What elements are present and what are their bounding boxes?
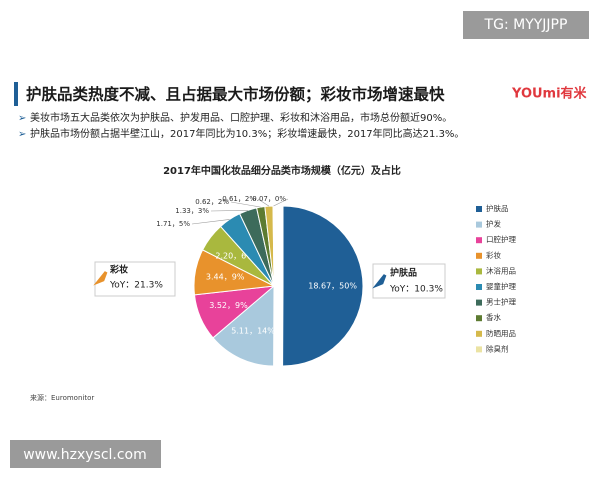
leader-line [230, 201, 261, 208]
legend-label: 彩妆 [486, 250, 501, 260]
value-label: 3.44，9% [206, 273, 245, 282]
callout-box [94, 261, 176, 297]
logo: YOUmi有米 [511, 86, 588, 102]
bullet: 美妆市场五大品类依次为护肤品、护发用品、口腔护理、彩妆和沐浴用品，市场总份额近9… [30, 111, 452, 124]
legend-label: 男士护理 [486, 297, 516, 307]
legend-label: 防晒用品 [486, 328, 516, 338]
value-label: 2.20，6% [215, 251, 254, 260]
leader-line [191, 219, 230, 225]
bullet: 护肤品市场份额占据半壁江山，2017年同比为10.3%；彩妆增速最快，2017年… [30, 127, 464, 140]
pie-slice [212, 284, 275, 367]
legend-swatch [476, 268, 482, 275]
chart-title: 2017年中国化妆品细分品类市场规模（亿元）及占比 [163, 164, 401, 177]
annotation-label: 彩妆 [109, 264, 128, 276]
leader-line [257, 198, 270, 207]
leader-line [273, 198, 289, 207]
legend-label: 护发 [486, 219, 501, 229]
legend-swatch [476, 206, 482, 212]
legend-swatch [476, 252, 482, 259]
legend-swatch [476, 284, 482, 290]
legend-label: 婴童护理 [486, 281, 516, 291]
watermark-box [463, 11, 589, 39]
legend-swatch [476, 237, 482, 244]
value-label: 1.71，5% [156, 220, 190, 228]
leader-line [210, 210, 248, 212]
callout-arrow [372, 274, 387, 289]
bullet-marker: ➢ [18, 129, 26, 140]
value-label: 18.67，50% [308, 282, 357, 291]
value-label: 3.52，9% [209, 301, 248, 310]
annotation-text: YoY：10.3% [389, 285, 443, 295]
value-label: 0.61，2% [222, 195, 256, 203]
value-label: 1.33，3% [175, 207, 209, 215]
callout-box [372, 263, 446, 299]
annotation-label: 护肤品 [390, 267, 417, 279]
legend-swatch [476, 315, 482, 322]
watermark-box [10, 440, 161, 468]
annotation-text: YoY：21.3% [109, 281, 163, 291]
legend-label: 沐浴用品 [486, 265, 516, 275]
legend-swatch [476, 330, 482, 337]
slide-title: 护肤品类热度不减、且占据最大市场份额；彩妆市场增速最快 [26, 85, 445, 104]
pie-slice [282, 205, 364, 367]
watermark: TG: MYYJJPP [484, 17, 568, 33]
bullet-marker: ➢ [18, 113, 26, 124]
value-label: 0.07，0% [252, 195, 286, 203]
legend-label: 口腔护理 [486, 234, 516, 244]
watermark: www.hzxyscl.com [23, 447, 147, 463]
title-bar [14, 82, 18, 106]
callout-arrow [93, 271, 108, 286]
value-label: 5.11，14% [231, 326, 275, 335]
source: 来源：Euromonitor [30, 393, 94, 402]
legend-swatch [476, 299, 482, 306]
pie: 18.67，50% 5.11，14% 3.52，9% 3.44，9% 2.20，6% 1.… [156, 195, 364, 367]
legend-label: 香水 [486, 312, 501, 322]
legend-label: 除臭剂 [486, 343, 509, 353]
legend-label: 护肤品 [486, 203, 509, 213]
value-label: 0.62，2% [195, 198, 229, 206]
legend-swatch [476, 346, 482, 353]
legend-swatch [476, 221, 482, 228]
